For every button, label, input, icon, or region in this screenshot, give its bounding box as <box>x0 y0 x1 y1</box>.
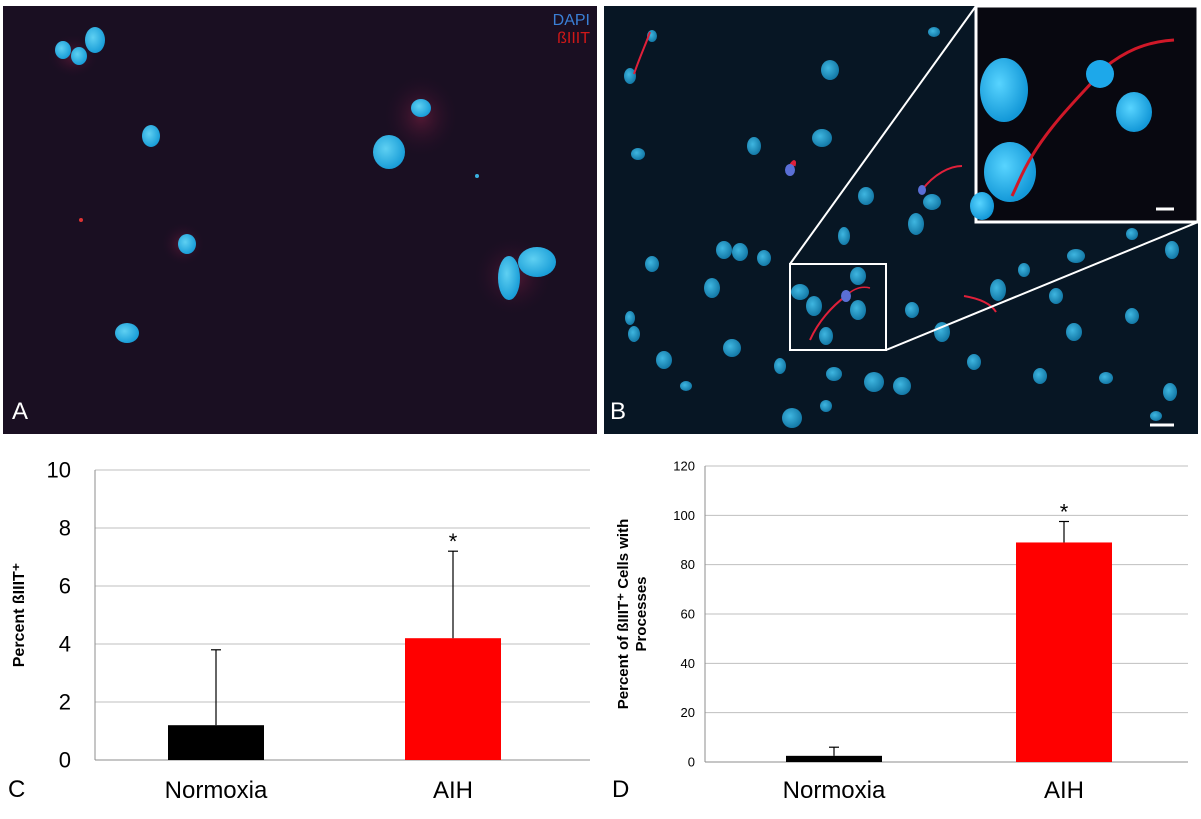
micrograph-panel-b <box>604 4 1200 434</box>
y-tick-label: 2 <box>59 690 71 715</box>
micrograph-legend: DAPI ßIIIT <box>520 12 590 48</box>
y-axis-label: Processes <box>633 576 650 651</box>
y-tick-label: 0 <box>688 755 695 770</box>
x-category-label: Normoxia <box>783 777 886 804</box>
bar-chart-c: 0 2 4 6 8 10 Normoxia * AIH Percent ßIIIT⁺ <box>11 458 590 804</box>
bar-aih <box>405 638 501 760</box>
y-tick-label: 10 <box>47 458 71 483</box>
micrograph-panel-a <box>3 6 597 434</box>
micrograph-a-image <box>3 6 597 434</box>
y-axis-label: Percent of ßIIIT⁺ Cells with <box>615 519 632 709</box>
y-tick-label: 60 <box>681 607 695 622</box>
panel-letter-d: D <box>612 776 630 803</box>
legend-dapi: DAPI <box>552 12 590 29</box>
y-tick-label: 100 <box>673 508 695 523</box>
bar-chart-d: 0 20 40 60 80 100 120 Normoxia * AIH Percent of ßI… <box>615 459 1188 804</box>
y-tick-label: 6 <box>59 574 71 599</box>
y-tick-label: 8 <box>59 516 71 541</box>
y-axis-label: Percent ßIIIT⁺ <box>11 563 28 667</box>
y-tick-label: 120 <box>673 459 695 474</box>
x-category-label: Normoxia <box>165 777 268 804</box>
y-tick-label: 20 <box>681 705 695 720</box>
micrograph-b-image <box>604 4 1200 434</box>
panel-letter-b: B <box>610 398 627 425</box>
legend-biiit: ßIIIT <box>557 30 590 47</box>
y-tick-label: 4 <box>59 632 71 657</box>
bar-aih <box>1016 542 1112 762</box>
y-tick-label: 0 <box>59 748 71 773</box>
x-category-label: AIH <box>1044 777 1084 804</box>
panel-letter-a: A <box>12 398 29 425</box>
y-tick-label: 40 <box>681 656 695 671</box>
y-tick-label: 80 <box>681 557 695 572</box>
panel-letter-c: C <box>8 776 26 803</box>
bar-normoxia <box>168 725 264 760</box>
significance-marker: * <box>1060 500 1069 525</box>
significance-marker: * <box>449 529 458 554</box>
bar-normoxia <box>786 755 882 762</box>
x-category-label: AIH <box>433 777 473 804</box>
